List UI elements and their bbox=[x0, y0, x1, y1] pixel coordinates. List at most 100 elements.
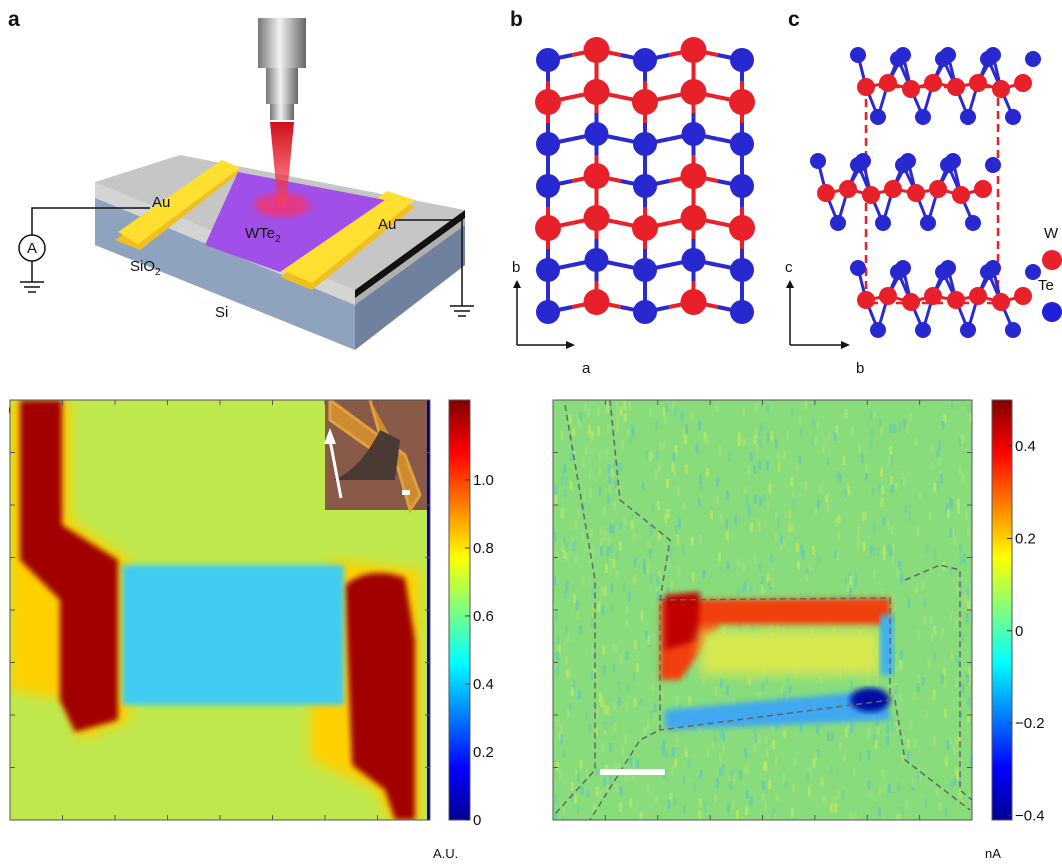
noise-cell bbox=[719, 767, 723, 777]
photocurrent-map bbox=[553, 400, 972, 820]
noise-cell bbox=[906, 751, 910, 761]
noise-cell bbox=[846, 583, 850, 593]
noise-cell bbox=[812, 758, 816, 768]
noise-cell bbox=[960, 434, 964, 444]
noise-cell bbox=[613, 703, 617, 713]
noise-cell bbox=[816, 724, 820, 734]
atom bbox=[681, 248, 706, 272]
atom bbox=[960, 109, 976, 125]
noise-cell bbox=[617, 763, 621, 773]
atom bbox=[583, 289, 610, 315]
noise-cell bbox=[798, 455, 802, 465]
noise-cell bbox=[896, 814, 900, 820]
noise-cell bbox=[595, 766, 599, 776]
noise-cell bbox=[705, 467, 709, 477]
noise-cell bbox=[665, 478, 669, 488]
noise-cell bbox=[651, 682, 655, 692]
noise-cell bbox=[945, 503, 949, 513]
atom bbox=[729, 89, 755, 115]
noise-cell bbox=[627, 429, 631, 439]
noise-cell bbox=[874, 739, 878, 749]
noise-cell bbox=[931, 461, 935, 471]
noise-cell bbox=[788, 510, 792, 520]
noise-cell bbox=[570, 536, 574, 546]
noise-cell bbox=[891, 555, 895, 565]
noise-cell bbox=[719, 728, 723, 738]
noise-cell bbox=[886, 543, 890, 553]
noise-cell bbox=[570, 791, 574, 801]
noise-cell bbox=[600, 537, 604, 547]
noise-cell bbox=[791, 783, 795, 793]
noise-cell bbox=[607, 464, 611, 474]
colorbar-tick-label: 0.8 bbox=[473, 540, 494, 557]
noise-cell bbox=[782, 773, 786, 783]
noise-cell bbox=[727, 775, 731, 785]
noise-cell bbox=[833, 431, 837, 441]
noise-cell bbox=[673, 758, 677, 768]
atom bbox=[730, 258, 754, 282]
noise-cell bbox=[955, 585, 959, 595]
noise-cell bbox=[584, 402, 588, 412]
atom bbox=[839, 180, 857, 198]
noise-cell bbox=[590, 618, 594, 628]
noise-cell bbox=[619, 786, 623, 796]
noise-cell bbox=[569, 480, 573, 490]
noise-cell bbox=[808, 766, 812, 776]
noise-cell bbox=[783, 729, 787, 739]
noise-cell bbox=[684, 464, 688, 474]
noise-cell bbox=[633, 557, 637, 567]
noise-cell bbox=[766, 814, 770, 820]
noise-cell bbox=[619, 653, 623, 663]
noise-cell bbox=[590, 670, 594, 680]
noise-cell bbox=[576, 773, 580, 783]
legend-swatch bbox=[1042, 302, 1062, 322]
noise-cell bbox=[654, 795, 658, 805]
noise-cell bbox=[842, 456, 846, 466]
atom bbox=[929, 180, 947, 198]
noise-cell bbox=[598, 486, 602, 496]
noise-cell bbox=[555, 651, 559, 661]
oxide-label: SiO2 bbox=[130, 258, 161, 278]
noise-cell bbox=[894, 662, 898, 672]
atom bbox=[730, 174, 754, 198]
frame-tick bbox=[553, 400, 972, 820]
noise-cell bbox=[753, 494, 757, 504]
noise-cell bbox=[887, 784, 891, 794]
noise-cell bbox=[586, 789, 590, 799]
colorbar-tick-label: 1.0 bbox=[473, 472, 494, 489]
atom bbox=[974, 180, 992, 198]
noise-cell bbox=[572, 680, 576, 690]
subscript: 2 bbox=[155, 267, 161, 278]
noise-cell bbox=[596, 406, 600, 416]
noise-cell bbox=[726, 804, 730, 814]
noise-cell bbox=[753, 434, 757, 444]
noise-cell bbox=[559, 724, 563, 734]
noise-cell bbox=[604, 720, 608, 730]
atom bbox=[952, 186, 970, 204]
noise-cell bbox=[821, 445, 825, 455]
noise-cell bbox=[905, 424, 909, 434]
noise-cell bbox=[805, 572, 809, 582]
noise-cell bbox=[842, 753, 846, 763]
substrate-label: Si bbox=[215, 304, 228, 321]
frame-tick bbox=[553, 400, 972, 820]
atom bbox=[870, 109, 886, 125]
noise-cell bbox=[826, 503, 830, 513]
noise-cell bbox=[895, 481, 899, 491]
noise-cell bbox=[940, 674, 944, 684]
noise-cell bbox=[618, 521, 622, 531]
axis-label: a bbox=[582, 360, 591, 377]
noise-cell bbox=[758, 438, 762, 448]
noise-cell bbox=[791, 808, 795, 818]
noise-cell bbox=[764, 801, 768, 811]
noise-cell bbox=[697, 497, 701, 507]
noise-cell bbox=[698, 474, 702, 484]
noise-cell bbox=[655, 586, 659, 596]
noise-cell bbox=[799, 724, 803, 734]
noise-cell bbox=[613, 502, 617, 512]
noise-cell bbox=[928, 511, 932, 521]
noise-cell bbox=[937, 456, 941, 466]
noise-cell bbox=[612, 558, 616, 568]
noise-cell bbox=[774, 819, 778, 820]
noise-cell bbox=[584, 446, 588, 456]
